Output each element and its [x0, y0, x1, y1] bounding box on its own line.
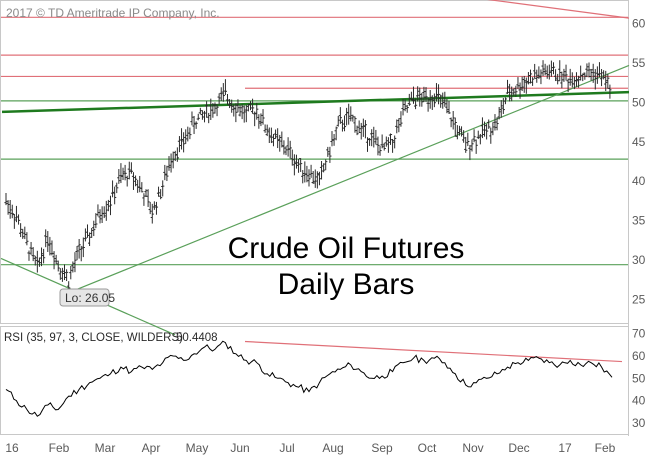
trendlines — [0, 0, 630, 336]
price-y-tick-label: 40 — [632, 174, 646, 188]
rsi-divergence-trendline — [244, 340, 623, 363]
x-tick-label: Apr — [142, 441, 161, 455]
copyright-text: 2017 © TD Ameritrade IP Company, Inc. — [6, 6, 220, 20]
rsi-y-tick-label: 40 — [632, 394, 646, 408]
low-annotation-text: Lo: 26.05 — [65, 291, 115, 305]
x-tick-label: Mar — [95, 441, 116, 455]
trendline — [487, 0, 630, 19]
x-tick-label: Dec — [508, 441, 529, 455]
price-y-tick-label: 25 — [632, 292, 646, 306]
x-tick-label: 16 — [5, 441, 19, 455]
rsi-y-tick-label: 50 — [632, 371, 646, 385]
trendline — [65, 64, 630, 295]
ohlc-bars — [4, 60, 612, 290]
price-y-tick-label: 50 — [632, 95, 646, 109]
rsi-current-value: 50.4408 — [176, 332, 218, 344]
price-y-ticks: 25 30 35 40 45 50 55 60 — [632, 17, 646, 307]
horizontal-levels — [1, 16, 628, 266]
x-tick-label: Oct — [418, 441, 437, 455]
price-y-tick-label: 60 — [632, 17, 646, 31]
x-tick-label: Feb — [49, 441, 70, 455]
rsi-y-tick-label: 60 — [632, 349, 646, 363]
rsi-trendline — [244, 340, 623, 363]
rsi-line — [5, 340, 613, 417]
rsi-series — [5, 340, 613, 417]
rsi-y-tick-label: 30 — [632, 416, 646, 430]
x-tick-label: Sep — [371, 441, 393, 455]
x-tick-label: Jul — [279, 441, 294, 455]
rsi-panel-label: RSI (35, 97, 3, CLOSE, WILDERS) — [4, 332, 183, 344]
x-axis-labels: 16 Feb Mar Apr May Jun Jul Aug Sep Oct Nov Dec 17 Feb — [5, 441, 615, 455]
x-tick-label: Jun — [230, 441, 249, 455]
x-tick-label: 17 — [558, 441, 572, 455]
chart-title-line-1: Crude Oil Futures — [228, 232, 465, 265]
trendline — [1, 90, 630, 114]
price-y-tick-label: 55 — [632, 56, 646, 70]
x-tick-label: May — [186, 441, 209, 455]
rsi-y-tick-label: 70 — [632, 327, 646, 341]
rsi-y-ticks: 30 40 50 60 70 — [632, 327, 646, 430]
price-y-tick-label: 30 — [632, 253, 646, 267]
x-tick-label: Aug — [322, 441, 343, 455]
chart-title-line-2: Daily Bars — [278, 268, 415, 301]
x-tick-label: Nov — [462, 441, 483, 455]
price-y-tick-label: 45 — [632, 135, 646, 149]
price-y-tick-label: 35 — [632, 214, 646, 228]
low-annotation-box — [59, 288, 110, 307]
x-tick-label: Feb — [595, 441, 616, 455]
